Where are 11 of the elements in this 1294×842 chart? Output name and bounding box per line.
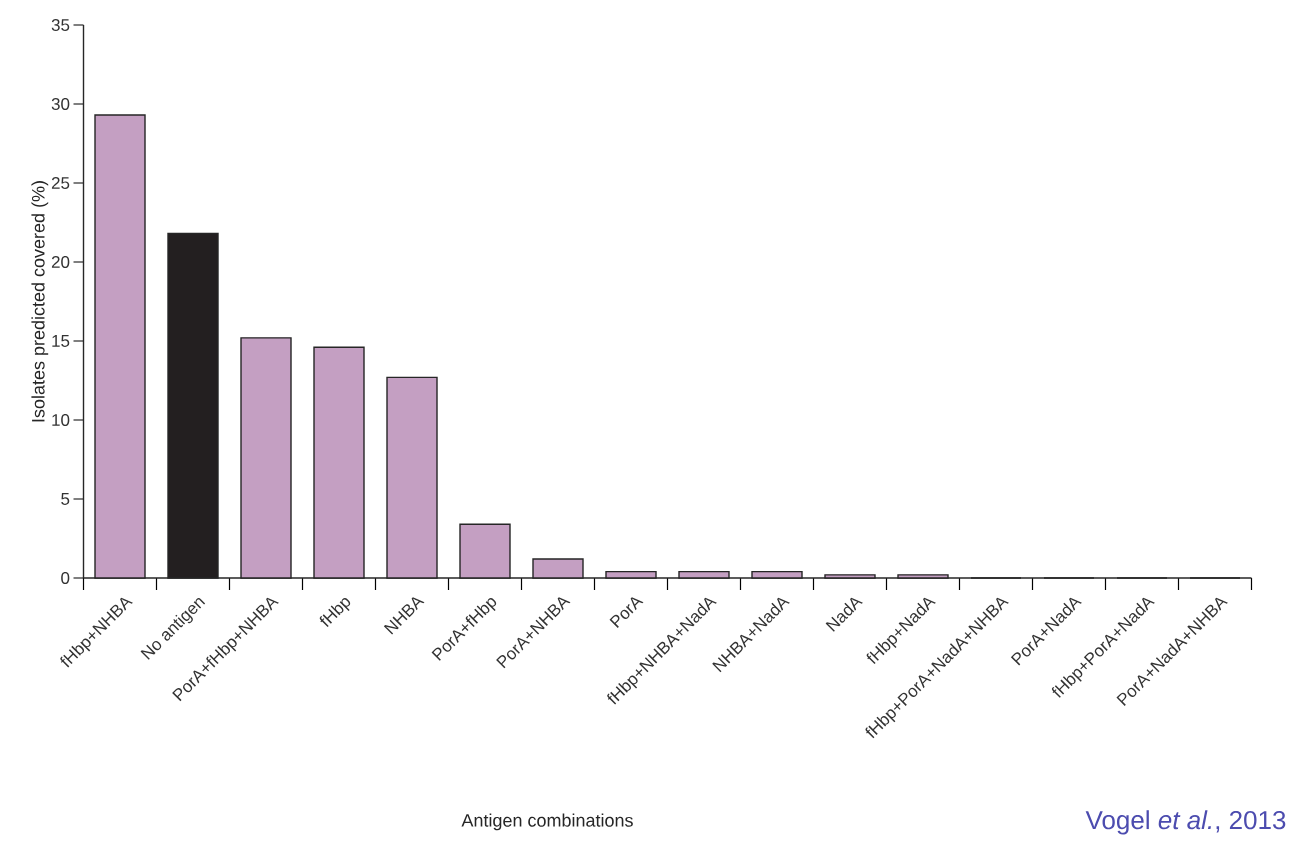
- text: Vogel et al., 2013: [1085, 810, 1286, 835]
- y-tick-label: 20: [51, 255, 70, 269]
- y-tick-label: 35: [51, 18, 70, 32]
- y-tick-label: 10: [52, 413, 70, 427]
- y-tick-label: 5: [61, 493, 70, 505]
- x-axis-title: Antigen combinations: [461, 813, 633, 831]
- y-tick-label: 25: [51, 176, 70, 190]
- y-axis-title: Isolates predicted covered (%): [31, 181, 49, 422]
- y-tick-label: 30: [51, 97, 70, 111]
- y-tick-label: 0: [61, 571, 70, 585]
- y-tick-label: 15: [52, 335, 70, 347]
